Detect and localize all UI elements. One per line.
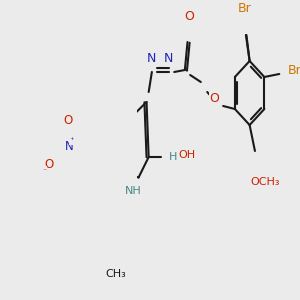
Text: OH: OH	[178, 150, 196, 160]
Text: ⁺: ⁺	[69, 136, 74, 145]
Text: N: N	[64, 140, 73, 152]
Text: O: O	[44, 158, 53, 172]
Text: N: N	[147, 52, 157, 65]
Text: O: O	[185, 10, 195, 22]
Text: N: N	[164, 52, 174, 65]
Text: ⁻: ⁻	[42, 167, 46, 176]
Text: CH₃: CH₃	[106, 269, 127, 279]
Text: Br: Br	[237, 2, 251, 16]
Text: Br: Br	[287, 64, 300, 76]
Text: NH: NH	[125, 187, 142, 196]
Text: OCH₃: OCH₃	[251, 177, 280, 187]
Text: H: H	[169, 152, 177, 162]
Text: O: O	[63, 113, 72, 127]
Text: O: O	[210, 92, 220, 106]
